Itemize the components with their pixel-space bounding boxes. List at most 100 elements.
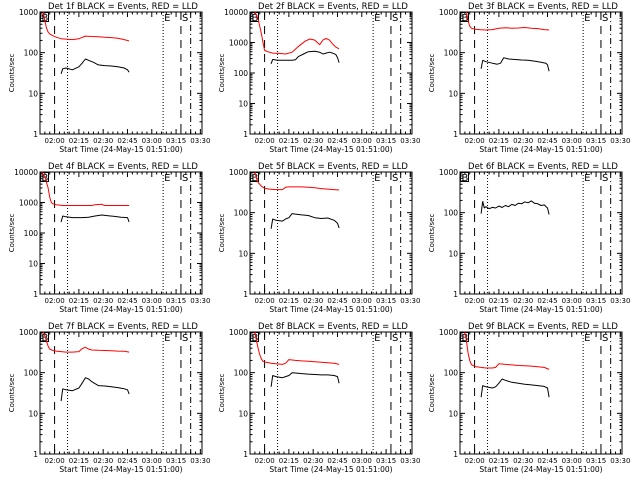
panel-title: Det 9f BLACK = Events, RED = LLD bbox=[468, 322, 618, 332]
series-events-line bbox=[480, 57, 550, 72]
y-axis-label: Counts/sec bbox=[428, 214, 436, 253]
x-tick-label: 02:15 bbox=[279, 137, 299, 145]
x-tick-label: 02:15 bbox=[279, 457, 299, 465]
marker-label-S: S bbox=[602, 333, 608, 344]
x-tick-label: 02:30 bbox=[303, 297, 323, 305]
y-tick-label: 100 bbox=[234, 369, 249, 378]
plot-frame bbox=[39, 11, 203, 135]
y-axis-label: Counts/sec bbox=[8, 374, 16, 413]
y-tick-label: 10 bbox=[238, 249, 248, 258]
panel-plot-3: Det 3f BLACK = Events, RED = LLD 1 10 100 10… bbox=[428, 2, 630, 154]
x-tick-label: 03:30 bbox=[610, 137, 630, 145]
marker-box bbox=[250, 12, 259, 22]
y-tick-label: 1 bbox=[453, 130, 458, 139]
x-tick-label: 02:00 bbox=[464, 457, 484, 465]
marker-label-B: B bbox=[42, 333, 49, 344]
y-tick-label: 1000 bbox=[19, 328, 38, 337]
x-tick-label: 03:30 bbox=[400, 297, 420, 305]
x-axis-label: Start Time (24-May-15 01:51:00) bbox=[479, 145, 602, 154]
y-tick-label: 10 bbox=[238, 100, 248, 109]
y-tick-label: 1 bbox=[243, 130, 248, 139]
x-tick-label: 02:15 bbox=[69, 457, 89, 465]
panel-plot-7: Det 7f BLACK = Events, RED = LLD 1 10 100 10… bbox=[8, 322, 210, 474]
y-tick-label: 1 bbox=[243, 450, 248, 459]
marker-label-S: S bbox=[602, 13, 608, 24]
marker-label-E: E bbox=[164, 13, 170, 24]
x-tick-label: 02:15 bbox=[489, 137, 509, 145]
y-tick-label: 10 bbox=[448, 249, 458, 258]
y-axis-label: Counts/sec bbox=[428, 374, 436, 413]
series-lld-line bbox=[41, 171, 130, 206]
marker-label-E: E bbox=[164, 173, 170, 184]
y-tick-label: 1 bbox=[453, 290, 458, 299]
x-tick-label: 03:00 bbox=[352, 297, 372, 305]
series-lld-line bbox=[464, 331, 550, 370]
y-axis-label: Counts/sec bbox=[218, 214, 226, 253]
x-axis-label: Start Time (24-May-15 01:51:00) bbox=[479, 465, 602, 474]
marker-label-E: E bbox=[584, 173, 590, 184]
plot-frame bbox=[39, 331, 203, 455]
marker-label-B: B bbox=[462, 13, 469, 24]
marker-box bbox=[460, 172, 469, 182]
y-tick-label: 1000 bbox=[229, 39, 248, 48]
detector-panel-9: Det 9f BLACK = Events, RED = LLD 1 10 100 10… bbox=[420, 320, 633, 480]
series-lld-line bbox=[42, 331, 130, 353]
x-tick-label: 03:00 bbox=[142, 457, 162, 465]
y-axis-label: Counts/sec bbox=[218, 374, 226, 413]
x-tick-label: 03:15 bbox=[376, 297, 396, 305]
marker-label-S: S bbox=[392, 173, 398, 184]
y-tick-label: 1 bbox=[453, 450, 458, 459]
marker-label-B: B bbox=[42, 13, 49, 24]
x-tick-label: 02:15 bbox=[489, 297, 509, 305]
detector-panel-5: Det 5f BLACK = Events, RED = LLD 1 10 100 10… bbox=[210, 160, 423, 320]
y-tick-label: 1 bbox=[33, 290, 38, 299]
y-tick-label: 100 bbox=[24, 49, 39, 58]
x-tick-label: 03:00 bbox=[562, 297, 582, 305]
plot-frame bbox=[459, 11, 623, 135]
x-tick-label: 03:30 bbox=[610, 297, 630, 305]
x-tick-label: 03:15 bbox=[586, 297, 606, 305]
y-tick-label: 10000 bbox=[224, 8, 248, 17]
panel-plot-8: Det 8f BLACK = Events, RED = LLD 1 10 100 10… bbox=[218, 322, 420, 474]
x-tick-label: 02:45 bbox=[327, 457, 347, 465]
x-tick-label: 03:00 bbox=[352, 457, 372, 465]
marker-label-B: B bbox=[252, 333, 259, 344]
y-tick-label: 1000 bbox=[19, 199, 38, 208]
x-tick-label: 02:45 bbox=[327, 297, 347, 305]
x-tick-label: 02:00 bbox=[254, 457, 274, 465]
plot-frame bbox=[39, 171, 203, 295]
x-axis-label: Start Time (24-May-15 01:51:00) bbox=[59, 465, 182, 474]
x-tick-label: 02:00 bbox=[254, 137, 274, 145]
x-tick-label: 02:00 bbox=[44, 297, 64, 305]
detector-panel-7: Det 7f BLACK = Events, RED = LLD 1 10 100 10… bbox=[0, 320, 213, 480]
y-tick-label: 100 bbox=[444, 49, 459, 58]
detector-panel-1: Det 1f BLACK = Events, RED = LLD 1 10 100 10… bbox=[0, 0, 213, 160]
x-tick-label: 03:00 bbox=[352, 137, 372, 145]
x-tick-label: 02:30 bbox=[303, 457, 323, 465]
y-tick-label: 10 bbox=[448, 409, 458, 418]
x-tick-label: 02:15 bbox=[489, 457, 509, 465]
detector-panel-6: Det 6f BLACK = Events, RED = LLD 1 10 100 10… bbox=[420, 160, 633, 320]
marker-label-E: E bbox=[374, 173, 380, 184]
marker-label-E: E bbox=[584, 333, 590, 344]
x-tick-label: 03:15 bbox=[376, 137, 396, 145]
x-tick-label: 02:30 bbox=[93, 457, 113, 465]
x-tick-label: 03:30 bbox=[610, 457, 630, 465]
series-events-line bbox=[270, 372, 340, 387]
detector-panel-3: Det 3f BLACK = Events, RED = LLD 1 10 100 10… bbox=[420, 0, 633, 160]
x-tick-label: 02:15 bbox=[279, 297, 299, 305]
y-tick-label: 1 bbox=[33, 130, 38, 139]
series-lld-line bbox=[254, 331, 340, 365]
series-events-line bbox=[60, 214, 130, 223]
y-axis-label: Counts/sec bbox=[8, 54, 16, 93]
y-tick-label: 1000 bbox=[229, 328, 248, 337]
x-tick-label: 02:30 bbox=[513, 457, 533, 465]
y-tick-label: 1000 bbox=[19, 8, 38, 17]
x-tick-label: 02:45 bbox=[327, 137, 347, 145]
x-tick-label: 02:00 bbox=[44, 457, 64, 465]
x-tick-label: 03:00 bbox=[142, 297, 162, 305]
series-events-line bbox=[480, 378, 550, 398]
y-tick-label: 1 bbox=[243, 290, 248, 299]
plot-frame bbox=[249, 171, 413, 295]
x-tick-label: 02:00 bbox=[464, 137, 484, 145]
